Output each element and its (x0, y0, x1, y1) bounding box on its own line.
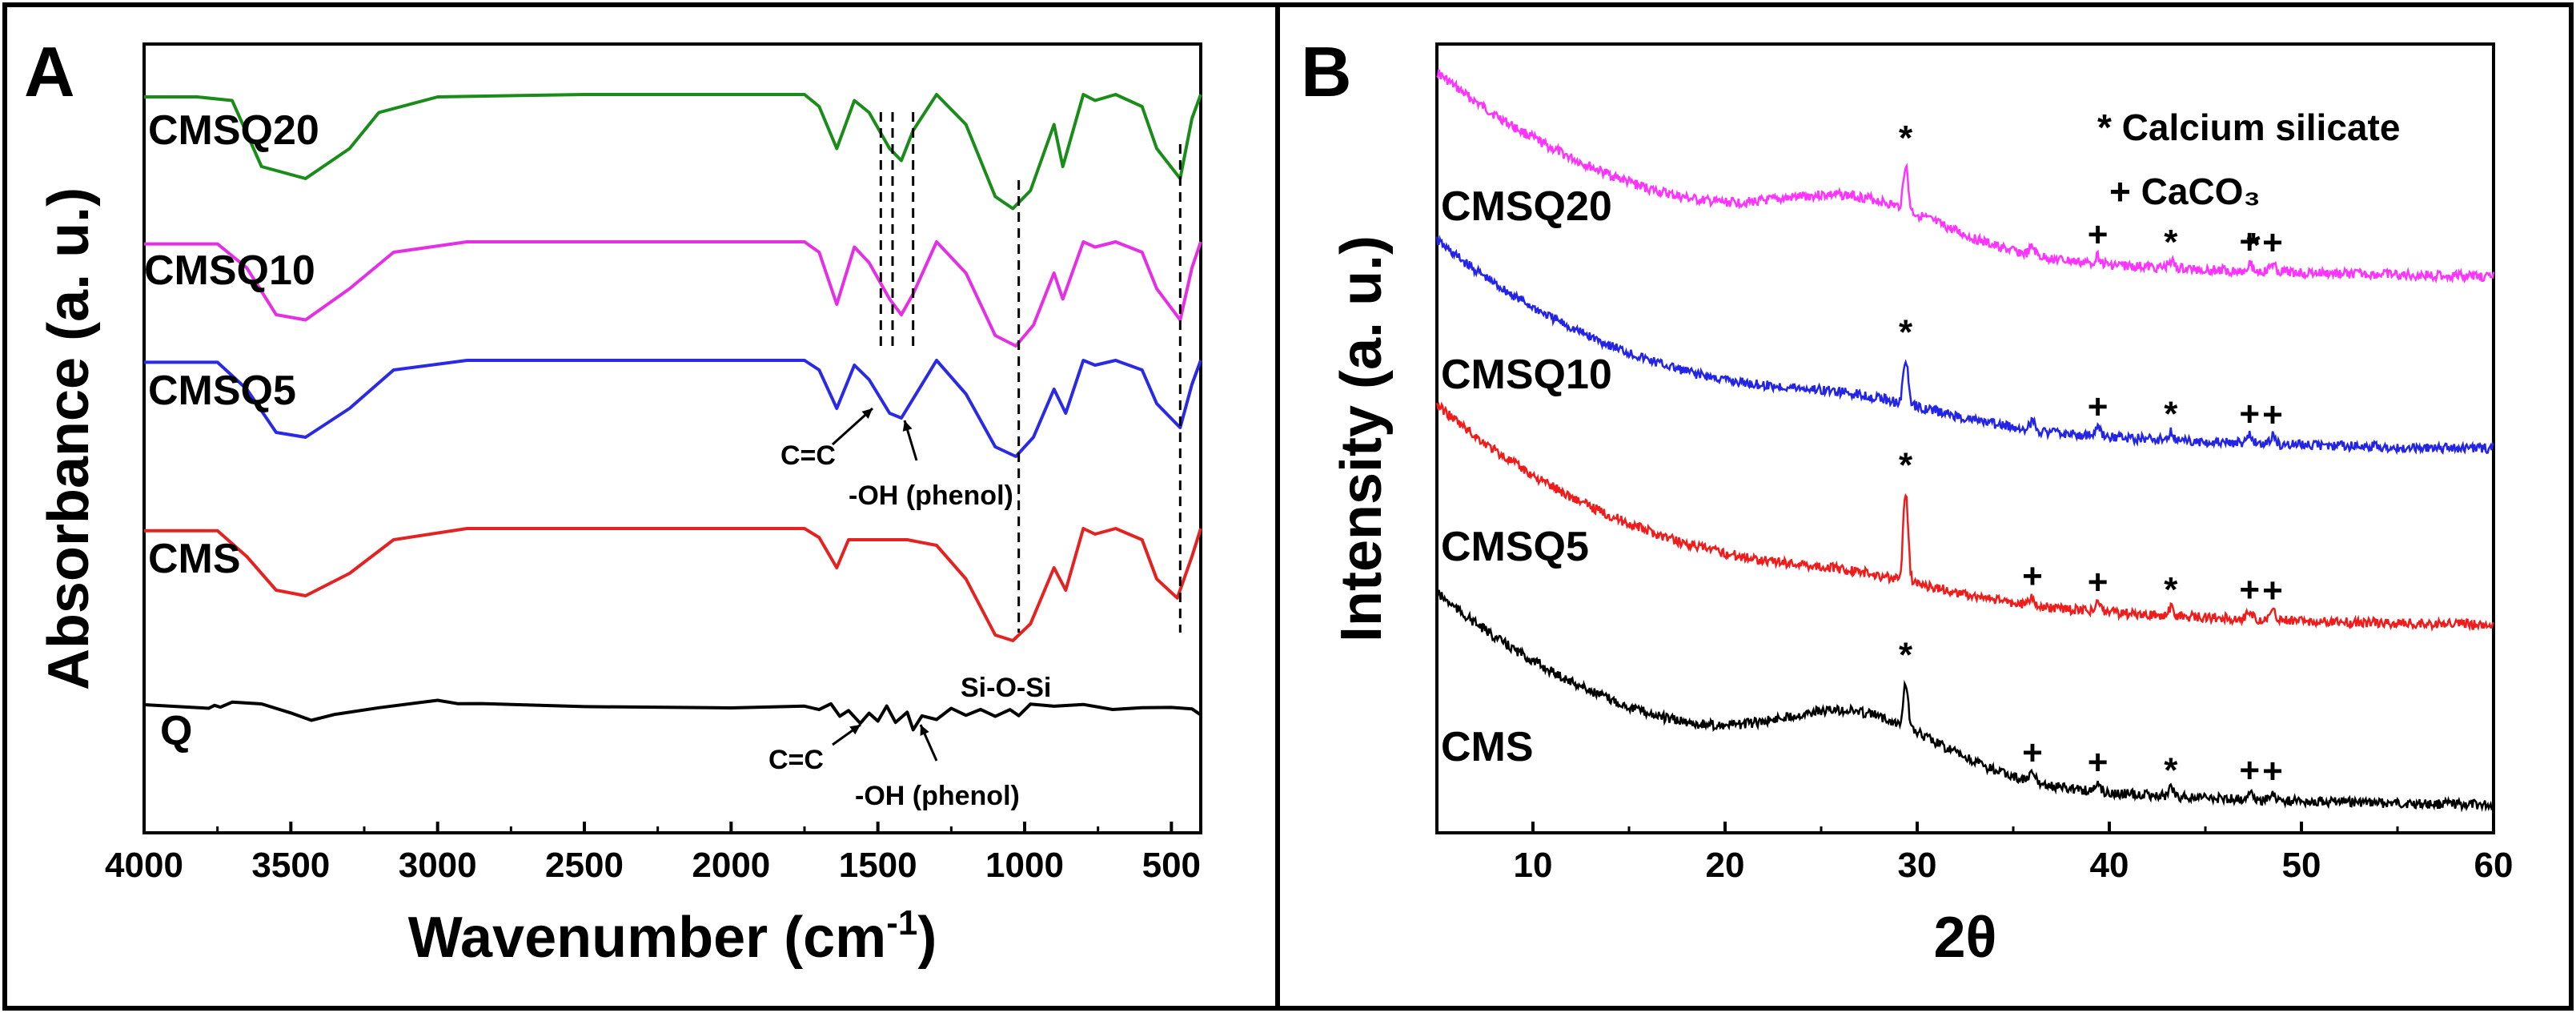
ftir-series-line (144, 93, 1202, 211)
panel-a-border (2, 2, 1280, 1011)
panel-a-annotations: C=C -OH (phenol) Si-O-Si C=C -OH (phenol) (768, 407, 1051, 811)
xrd-caco3-marker: + (2088, 215, 2109, 254)
panel-b-x-axis-title: 2θ (1934, 906, 1997, 970)
xrd-series-line (1435, 589, 2495, 813)
panel-b-series-labels: CMSQ20 CMSQ10 CMSQ5 CMS (1441, 183, 1612, 770)
panel-b-border (1275, 2, 2574, 1011)
panel-a-dashed-lines (879, 112, 1182, 633)
xrd-caco3-marker: + (2239, 570, 2260, 609)
xrd-caco3-marker: + (2262, 395, 2283, 434)
xrd-calcium-silicate-marker: * (2164, 750, 2178, 790)
xrd-calcium-silicate-marker: * (1899, 119, 1913, 158)
xrd-caco3-marker: + (2239, 223, 2260, 262)
xrd-calcium-silicate-marker: * (1899, 636, 1913, 675)
xrd-series-line (1436, 69, 2495, 284)
xrd-legend-entry: + CaCO₃ (2109, 171, 2261, 212)
panel-b-legend: * Calcium silicate + CaCO₃ (2097, 107, 2400, 212)
xrd-caco3-marker: + (2239, 750, 2260, 790)
panel-a-series-labels: CMSQ20 CMSQ10 CMSQ5 CMS Q (144, 107, 319, 754)
ftir-annotation: -OH (phenol) (855, 781, 1020, 811)
ftir-series-label: Q (160, 708, 192, 754)
xrd-x-tick-label: 30 (1898, 846, 1937, 885)
panel-b: B ** *+ + +**+ + +**+ + + +**+ + + + 10 20 30 40 50 60 C… (1301, 32, 2513, 970)
ftir-annotation: C=C (780, 440, 836, 471)
ftir-annotation-arrowhead (902, 420, 913, 432)
ftir-series-label: CMSQ5 (148, 368, 296, 414)
ftir-x-tick-label: 2000 (692, 846, 770, 885)
ftir-annotation-arrowhead (861, 408, 873, 419)
panel-b-plot-frame (1435, 42, 2495, 834)
panel-b-peak-markers: ** *+ + +**+ + +**+ + + +**+ + + + (1899, 119, 2283, 790)
xrd-calcium-silicate-marker: * (2164, 395, 2178, 434)
panel-a-y-axis-title: Absorbance (a. u.) (37, 187, 101, 690)
xrd-x-tick-label: 50 (2282, 846, 2321, 885)
ftir-x-tick-label: 4000 (105, 846, 183, 885)
panel-a-plot-frame (142, 42, 1202, 834)
xrd-caco3-marker: + (2088, 743, 2109, 782)
ftir-x-tick-label: 1500 (839, 846, 917, 885)
panel-a-letter: A (24, 32, 75, 111)
ftir-annotation: -OH (phenol) (849, 480, 1013, 511)
xrd-x-tick-label: 20 (1706, 846, 1745, 885)
ftir-x-tick-label: 3000 (399, 846, 477, 885)
xrd-caco3-marker: + (2088, 388, 2109, 427)
ftir-x-tick-label: 500 (1142, 846, 1201, 885)
ftir-series-label: CMSQ20 (148, 107, 319, 154)
panel-a-series-group (143, 93, 1202, 732)
panel-b-y-axis-title: Intensity (a. u.) (1330, 235, 1394, 642)
xrd-series-line (1435, 234, 2495, 456)
panel-b-series-group (1435, 69, 2495, 813)
xrd-x-tick-label: 10 (1514, 846, 1553, 885)
xrd-series-label: CMSQ10 (1441, 352, 1612, 398)
xrd-calcium-silicate-marker: * (2164, 223, 2178, 262)
xrd-legend-entry: * Calcium silicate (2097, 107, 2400, 148)
ftir-x-tick-label: 2500 (545, 846, 624, 885)
xrd-x-tick-label: 60 (2474, 846, 2514, 885)
xrd-calcium-silicate-marker: * (2246, 226, 2261, 265)
xrd-series-label: CMSQ20 (1441, 183, 1612, 230)
ftir-series-label: CMSQ10 (144, 247, 315, 294)
xrd-caco3-marker: + (2022, 557, 2043, 596)
xrd-caco3-marker: + (2239, 395, 2260, 434)
ftir-annotation: C=C (768, 745, 824, 775)
ftir-x-tick-label: 1000 (985, 846, 1064, 885)
xrd-caco3-marker: + (2088, 563, 2109, 602)
ftir-series-line (143, 698, 1202, 732)
ftir-annotation: Si-O-Si (961, 673, 1051, 703)
xrd-series-line (1435, 401, 2495, 633)
panel-a-x-ticks: 4000 3500 3000 2500 2000 1500 1000 500 (105, 822, 1201, 885)
xrd-caco3-marker: + (2262, 223, 2283, 263)
xrd-x-tick-label: 40 (2090, 846, 2129, 885)
xrd-series-label: CMS (1441, 724, 1534, 770)
ftir-annotation-arrowhead (849, 725, 861, 735)
xrd-calcium-silicate-marker: * (1899, 446, 1913, 485)
ftir-series-line (144, 359, 1202, 458)
panel-a: A 4000 3500 3000 2500 2000 1500 1000 500 CMSQ20… (24, 32, 1202, 970)
panel-b-letter: B (1301, 32, 1352, 111)
panel-a-x-axis-title: Wavenumber (cm-1) (408, 903, 937, 970)
xrd-caco3-marker: + (2262, 571, 2283, 610)
panel-b-x-ticks: 10 20 30 40 50 60 (1514, 822, 2514, 885)
xrd-series-label: CMSQ5 (1441, 524, 1589, 570)
ftir-annotation-arrowhead (920, 725, 929, 736)
ftir-series-label: CMS (148, 536, 241, 582)
xrd-calcium-silicate-marker: * (2164, 570, 2178, 609)
ftir-x-tick-label: 3500 (251, 846, 330, 885)
ftir-series-line (144, 527, 1202, 642)
xrd-caco3-marker: + (2022, 733, 2043, 772)
xrd-calcium-silicate-marker: * (1899, 312, 1913, 352)
xrd-caco3-marker: + (2262, 751, 2283, 790)
